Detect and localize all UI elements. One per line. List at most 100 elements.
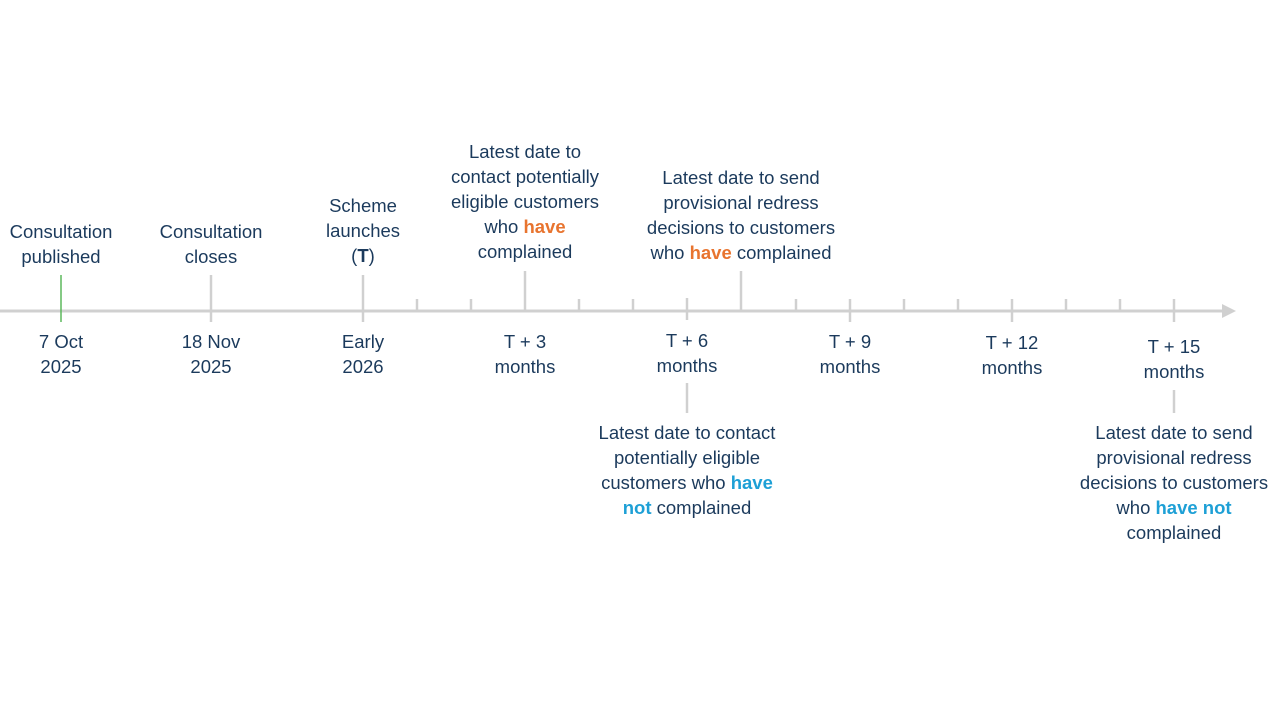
label-text: Latest date to bbox=[468, 141, 582, 162]
label-text: contact potentially bbox=[450, 166, 600, 187]
label-line: T + 3 bbox=[495, 329, 556, 354]
label-line: who have bbox=[451, 214, 599, 239]
milestone-date-label: T + 12 months bbox=[982, 330, 1043, 380]
label-line: potentially eligible bbox=[599, 445, 776, 470]
label-text: who bbox=[1116, 497, 1156, 518]
milestone-label-above: Latest date to contact potentially eligibl… bbox=[451, 139, 599, 264]
label-line: 2025 bbox=[39, 354, 83, 379]
label-line: complained bbox=[1080, 520, 1268, 545]
emphasis-text: not bbox=[622, 497, 652, 518]
label-text: closes bbox=[184, 246, 238, 267]
arrow-head-icon bbox=[1222, 304, 1236, 318]
label-line: T + 9 bbox=[820, 329, 881, 354]
label-text: eligible customers bbox=[450, 191, 600, 212]
label-line: months bbox=[820, 354, 881, 379]
label-text: Early bbox=[341, 331, 385, 352]
label-line: customers who have bbox=[599, 470, 776, 495]
label-text: 2025 bbox=[190, 356, 232, 377]
milestone-date-label: T + 3 months bbox=[495, 329, 556, 379]
label-text: 18 Nov bbox=[181, 331, 241, 352]
label-line: Latest date to send bbox=[647, 165, 835, 190]
label-text: complained bbox=[477, 241, 573, 262]
milestone-note-below: Latest date to send provisional redress de… bbox=[1080, 420, 1268, 545]
label-text: ) bbox=[368, 245, 375, 266]
label-line: T + 6 bbox=[657, 328, 718, 353]
milestone-date-label: 7 Oct 2025 bbox=[39, 329, 83, 379]
label-text: T + 15 bbox=[1147, 336, 1201, 357]
label-line: provisional redress bbox=[647, 190, 835, 215]
emphasis-text: have bbox=[689, 242, 732, 263]
label-line: months bbox=[982, 355, 1043, 380]
label-text: 2025 bbox=[40, 356, 82, 377]
label-text: months bbox=[1143, 361, 1205, 382]
label-line: Scheme bbox=[326, 193, 400, 218]
label-text: 7 Oct bbox=[38, 331, 84, 352]
emphasis-text: T bbox=[357, 245, 369, 266]
label-text: months bbox=[656, 355, 718, 376]
label-text: provisional redress bbox=[663, 192, 819, 213]
label-line: Early bbox=[342, 329, 384, 354]
label-text: Latest date to contact bbox=[598, 422, 776, 443]
milestone-label-above: Latest date to send provisional redress de… bbox=[647, 165, 835, 265]
label-text: Consultation bbox=[9, 221, 113, 242]
label-line: Consultation bbox=[10, 219, 113, 244]
label-text: provisional redress bbox=[1096, 447, 1252, 468]
label-text: months bbox=[494, 356, 556, 377]
label-line: who have not bbox=[1080, 495, 1268, 520]
label-line: launches bbox=[326, 218, 400, 243]
label-line: months bbox=[1144, 359, 1205, 384]
milestone-label-above: Scheme launches (T) bbox=[326, 193, 400, 268]
milestone-note-below: Latest date to contact potentially eligib… bbox=[599, 420, 776, 520]
label-text: complained bbox=[731, 242, 832, 263]
label-line: Latest date to send bbox=[1080, 420, 1268, 445]
label-text: published bbox=[21, 246, 101, 267]
label-line: Consultation bbox=[160, 219, 263, 244]
label-text: launches bbox=[325, 220, 401, 241]
label-line: complained bbox=[451, 239, 599, 264]
label-line: closes bbox=[160, 244, 263, 269]
label-line: 18 Nov bbox=[182, 329, 241, 354]
label-line: who have complained bbox=[647, 240, 835, 265]
label-text: Scheme bbox=[329, 195, 397, 216]
label-text: Latest date to send bbox=[662, 167, 820, 188]
label-line: Latest date to contact bbox=[599, 420, 776, 445]
label-text: 2026 bbox=[342, 356, 384, 377]
label-text: months bbox=[819, 356, 881, 377]
label-line: T + 12 bbox=[982, 330, 1043, 355]
label-line: decisions to customers bbox=[1080, 470, 1268, 495]
label-line: 7 Oct bbox=[39, 329, 83, 354]
label-text: months bbox=[981, 357, 1043, 378]
label-line: decisions to customers bbox=[647, 215, 835, 240]
label-line: published bbox=[10, 244, 113, 269]
emphasis-text: have not bbox=[1155, 497, 1232, 518]
label-line: eligible customers bbox=[451, 189, 599, 214]
emphasis-text: have bbox=[523, 216, 566, 237]
label-text: ( bbox=[351, 245, 358, 266]
label-text: potentially eligible bbox=[613, 447, 761, 468]
milestone-label-above: Consultation closes bbox=[160, 219, 263, 269]
label-line: not complained bbox=[599, 495, 776, 520]
milestone-date-label: T + 9 months bbox=[820, 329, 881, 379]
label-text: who bbox=[484, 216, 524, 237]
label-line: Latest date to bbox=[451, 139, 599, 164]
milestone-date-label: Early 2026 bbox=[342, 329, 384, 379]
label-line: 2026 bbox=[342, 354, 384, 379]
label-text: customers who bbox=[601, 472, 731, 493]
label-line: contact potentially bbox=[451, 164, 599, 189]
label-text: T + 3 bbox=[503, 331, 547, 352]
milestone-label-above: Consultation published bbox=[10, 219, 113, 269]
milestone-date-label: T + 15 months bbox=[1144, 334, 1205, 384]
label-text: complained bbox=[1126, 522, 1222, 543]
label-text: T + 6 bbox=[665, 330, 709, 351]
label-text: T + 9 bbox=[828, 331, 872, 352]
label-line: (T) bbox=[326, 243, 400, 268]
emphasis-text: have bbox=[730, 472, 773, 493]
label-text: decisions to customers bbox=[1079, 472, 1269, 493]
milestone-date-label: 18 Nov 2025 bbox=[182, 329, 241, 379]
label-text: T + 12 bbox=[985, 332, 1039, 353]
label-text: who bbox=[650, 242, 690, 263]
label-text: complained bbox=[651, 497, 752, 518]
label-text: Latest date to send bbox=[1095, 422, 1253, 443]
